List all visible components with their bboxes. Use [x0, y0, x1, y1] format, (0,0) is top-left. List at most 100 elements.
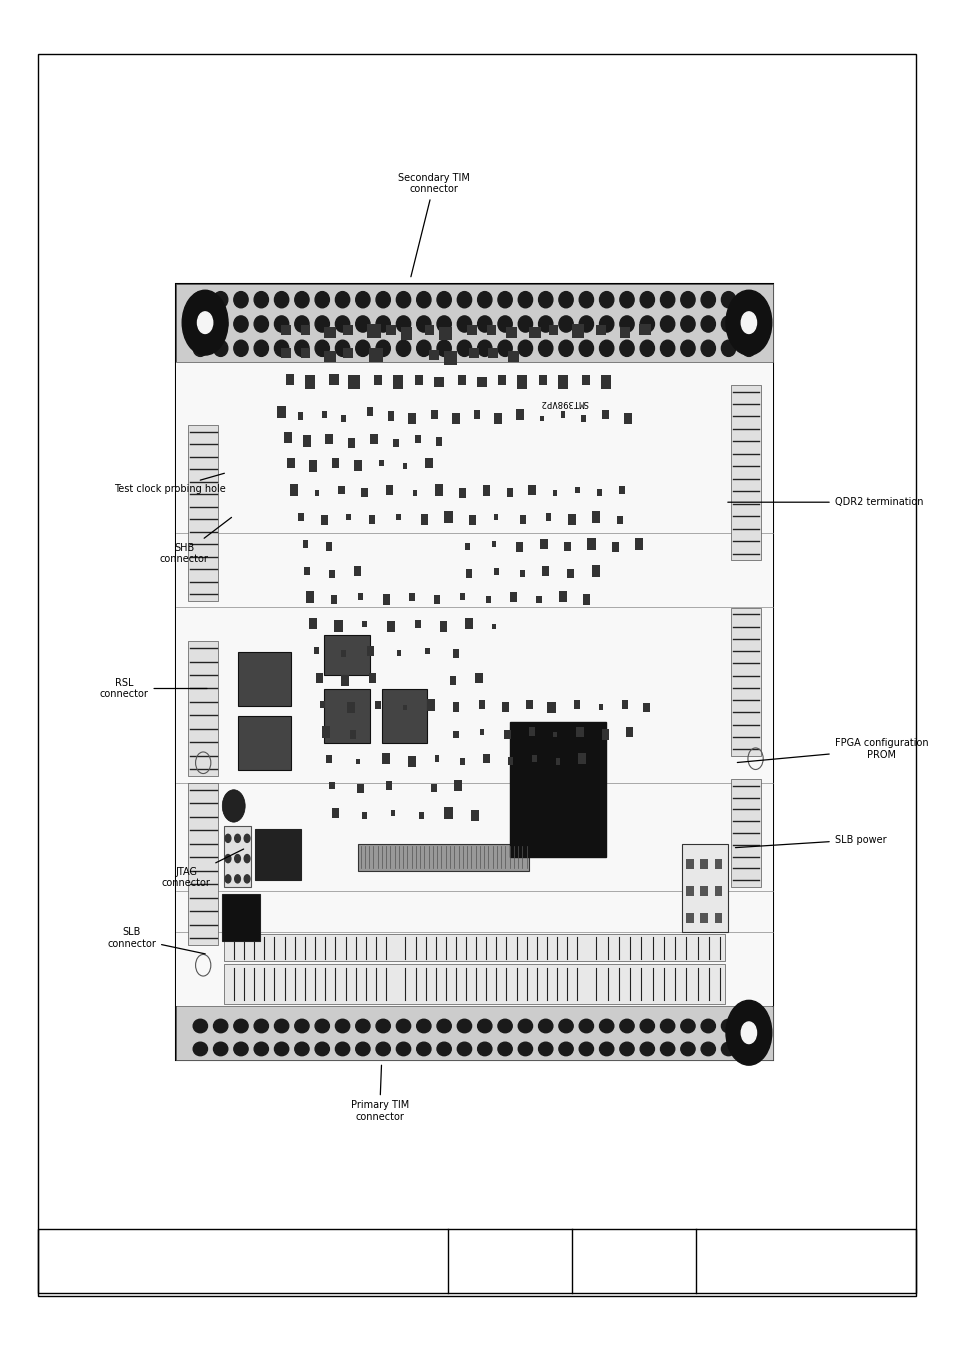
- Bar: [618, 486, 624, 494]
- Ellipse shape: [395, 340, 410, 356]
- Bar: [393, 375, 402, 389]
- Ellipse shape: [233, 1042, 248, 1056]
- Bar: [281, 325, 291, 335]
- Bar: [424, 325, 434, 335]
- Bar: [361, 489, 367, 497]
- Ellipse shape: [741, 1019, 755, 1033]
- Ellipse shape: [294, 1019, 309, 1033]
- Ellipse shape: [720, 292, 735, 308]
- Bar: [188, 783, 218, 945]
- Bar: [340, 414, 346, 423]
- Ellipse shape: [274, 1019, 289, 1033]
- Bar: [224, 826, 251, 887]
- Ellipse shape: [395, 1042, 410, 1056]
- Ellipse shape: [253, 1042, 268, 1056]
- Bar: [553, 732, 557, 737]
- Bar: [510, 722, 605, 857]
- Bar: [574, 486, 579, 494]
- Bar: [382, 753, 390, 764]
- Ellipse shape: [598, 1042, 613, 1056]
- Bar: [430, 409, 437, 420]
- Bar: [382, 594, 390, 605]
- Bar: [370, 433, 377, 444]
- Bar: [538, 375, 546, 385]
- Bar: [494, 514, 497, 520]
- Bar: [469, 348, 478, 358]
- Bar: [305, 375, 314, 389]
- Bar: [322, 412, 326, 417]
- Bar: [730, 779, 760, 887]
- Ellipse shape: [680, 292, 695, 308]
- Bar: [558, 375, 567, 389]
- Bar: [415, 435, 420, 443]
- Bar: [601, 409, 609, 420]
- Bar: [343, 348, 353, 358]
- Ellipse shape: [558, 1019, 573, 1033]
- Ellipse shape: [720, 1042, 735, 1056]
- Ellipse shape: [558, 1042, 573, 1056]
- Bar: [324, 327, 335, 338]
- Bar: [458, 487, 466, 498]
- Bar: [403, 463, 407, 468]
- Circle shape: [197, 312, 213, 333]
- Bar: [592, 566, 599, 576]
- Ellipse shape: [234, 875, 240, 883]
- Bar: [436, 437, 441, 446]
- Ellipse shape: [497, 1019, 512, 1033]
- Bar: [435, 756, 438, 761]
- Bar: [536, 595, 541, 603]
- Bar: [303, 436, 311, 447]
- Bar: [420, 514, 428, 525]
- Bar: [222, 894, 260, 941]
- Bar: [357, 844, 529, 871]
- Bar: [519, 516, 525, 524]
- Bar: [714, 886, 721, 896]
- Bar: [685, 913, 693, 923]
- Ellipse shape: [244, 875, 250, 883]
- Bar: [238, 716, 291, 769]
- Bar: [598, 705, 602, 710]
- Bar: [354, 460, 361, 471]
- Bar: [596, 489, 601, 497]
- Bar: [408, 756, 416, 767]
- Bar: [507, 757, 513, 765]
- Bar: [319, 701, 325, 709]
- Ellipse shape: [355, 1019, 370, 1033]
- Ellipse shape: [355, 1042, 370, 1056]
- Bar: [325, 433, 333, 444]
- Bar: [375, 701, 380, 709]
- Ellipse shape: [497, 340, 512, 356]
- Ellipse shape: [193, 1042, 208, 1056]
- Bar: [348, 375, 359, 389]
- Ellipse shape: [233, 1019, 248, 1033]
- Ellipse shape: [314, 340, 329, 356]
- Bar: [408, 413, 416, 424]
- Bar: [429, 350, 438, 360]
- Bar: [639, 324, 650, 335]
- Text: Test clock probing hole: Test clock probing hole: [114, 474, 226, 494]
- Text: SLB power: SLB power: [735, 834, 885, 848]
- Bar: [529, 728, 535, 736]
- Bar: [287, 458, 294, 468]
- Bar: [556, 759, 559, 764]
- Ellipse shape: [436, 1042, 451, 1056]
- Bar: [578, 753, 585, 764]
- Bar: [290, 485, 297, 495]
- Bar: [297, 412, 303, 420]
- Ellipse shape: [497, 316, 512, 332]
- Ellipse shape: [244, 834, 250, 842]
- Ellipse shape: [538, 292, 553, 308]
- Ellipse shape: [578, 340, 593, 356]
- Text: Primary TIM
connector: Primary TIM connector: [350, 1065, 409, 1122]
- Bar: [188, 641, 218, 776]
- Ellipse shape: [456, 292, 471, 308]
- Bar: [368, 672, 375, 683]
- Bar: [482, 753, 490, 764]
- Ellipse shape: [517, 1042, 532, 1056]
- Bar: [635, 539, 642, 549]
- Bar: [435, 485, 442, 495]
- Bar: [685, 859, 693, 869]
- Bar: [387, 621, 395, 632]
- Bar: [553, 490, 557, 495]
- Bar: [507, 351, 518, 362]
